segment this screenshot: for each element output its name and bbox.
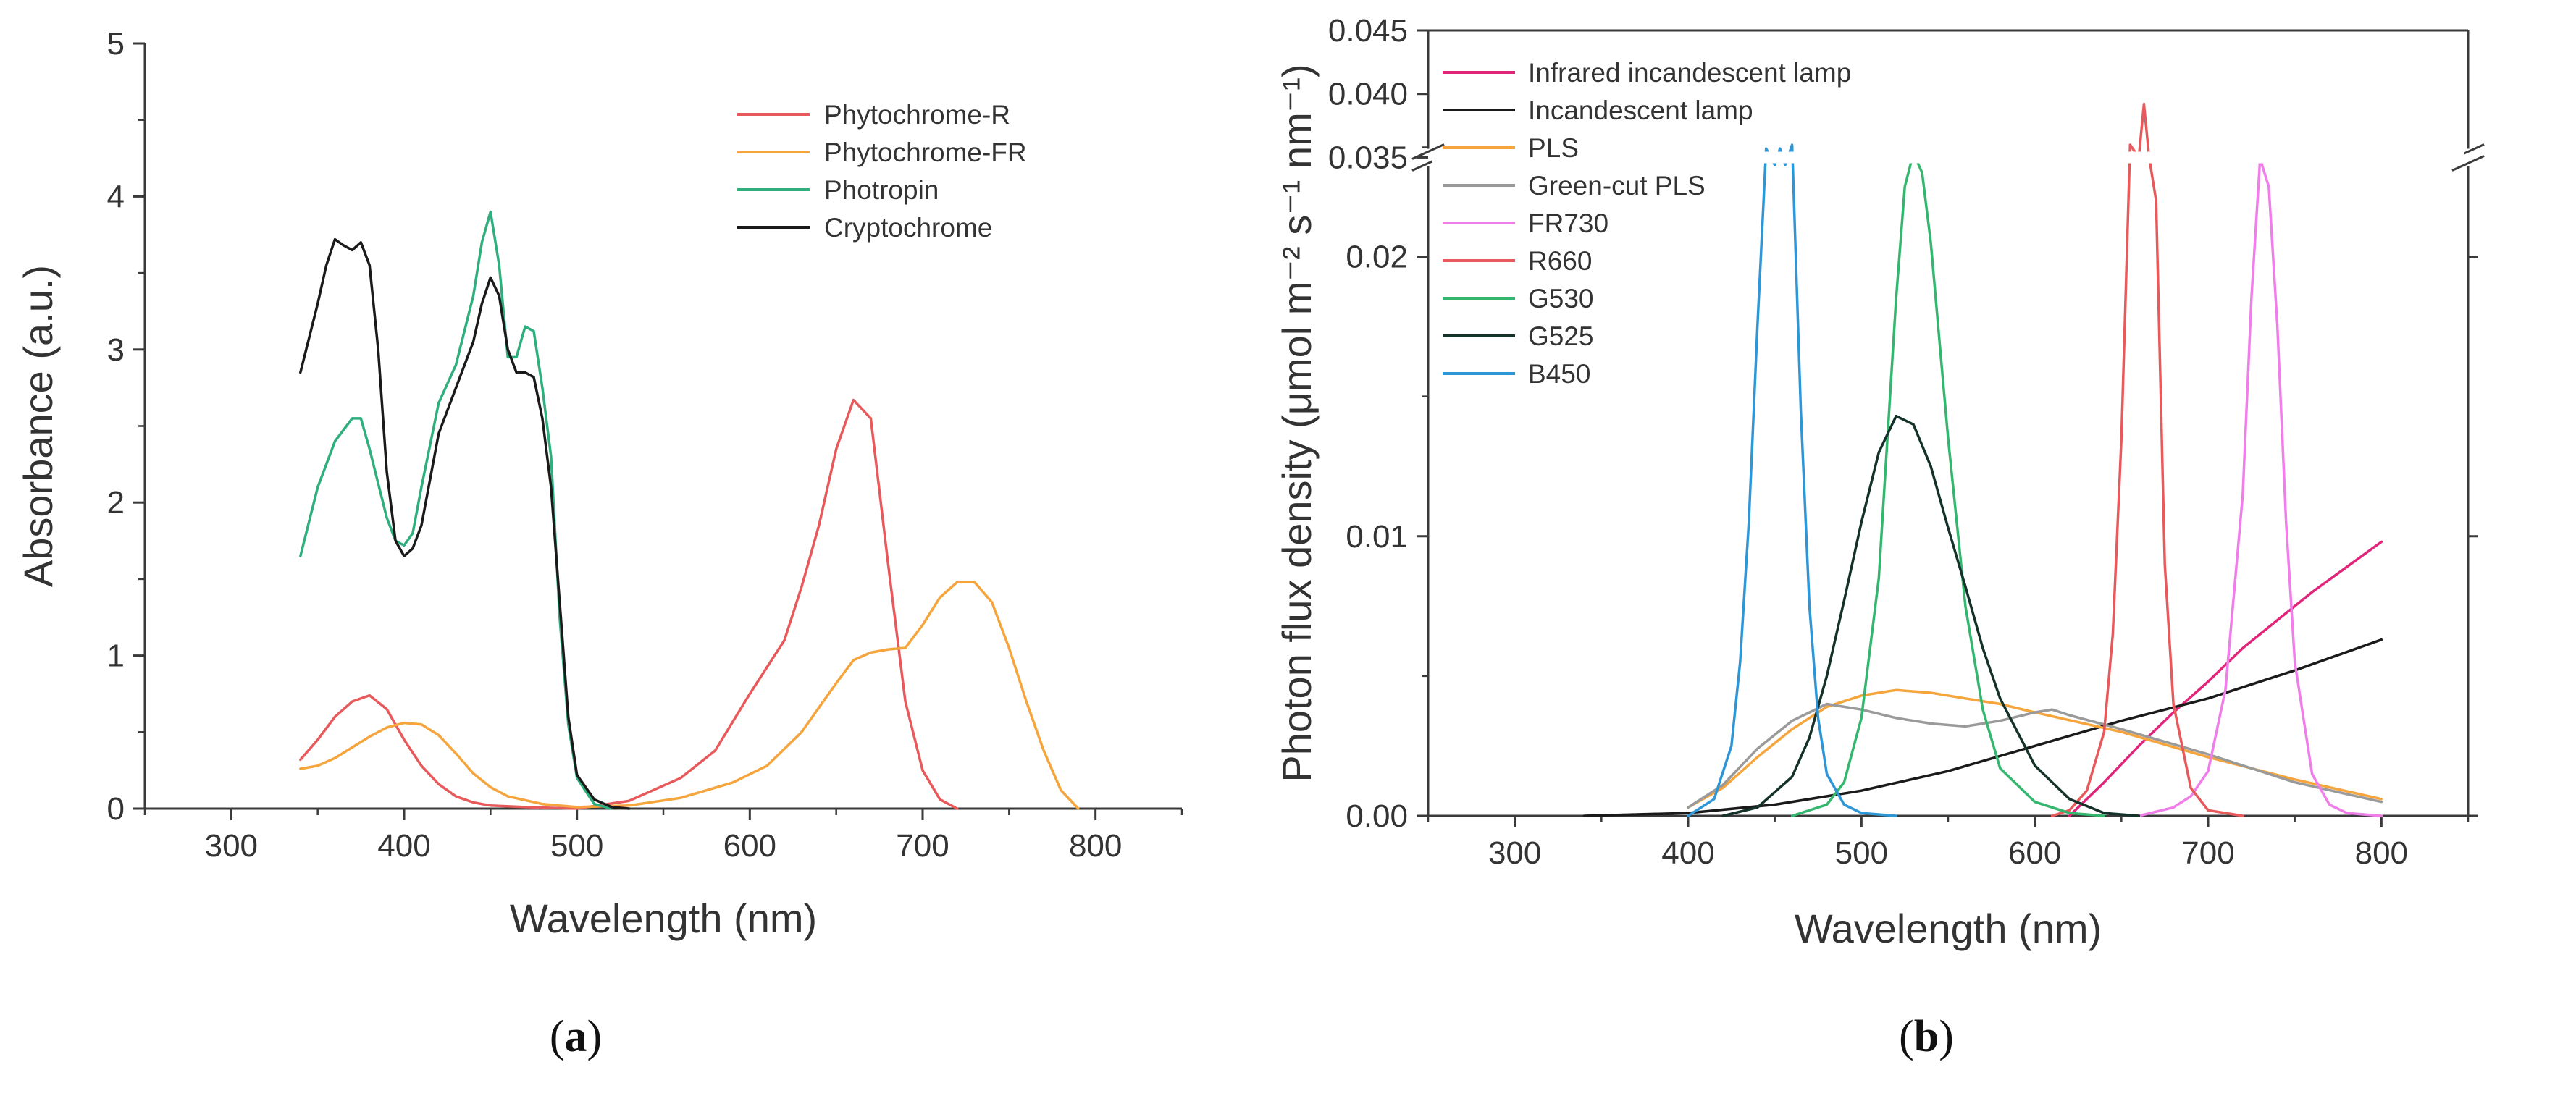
panel-a-label: (a)	[550, 1012, 602, 1061]
x-tick-label-b: 400	[1661, 835, 1714, 871]
legend-label-b-3: Green-cut PLS	[1528, 171, 1706, 201]
legend-label-a-1: Phytochrome-FR	[824, 138, 1027, 167]
panel-a-chart: 0 1 2 3 4 5 300 400 500 600 700 800 Wavelength (nm) A…	[15, 26, 1183, 941]
x-tick-label-a: 300	[205, 828, 258, 864]
y-tick-label-a: 0	[107, 791, 125, 827]
legend-label-b-6: G530	[1528, 284, 1594, 313]
series-line-b-0	[2068, 540, 2383, 817]
y-tick-label-a: 4	[107, 179, 125, 214]
legend-label-b-5: R660	[1528, 246, 1592, 276]
axis-break-mark-b	[2451, 155, 2485, 172]
y-tick-label-a: 1	[107, 638, 125, 674]
plot-break-gap-b	[1432, 151, 2464, 164]
x-axis-title-a: Wavelength (nm)	[510, 895, 817, 941]
series-line-b-4	[2137, 157, 2383, 817]
y-tick-upper-label-b: 0.040	[1328, 77, 1408, 112]
series-line-b-8	[1687, 143, 1897, 817]
series-line-a-3	[299, 237, 631, 810]
legend-label-b-2: PLS	[1528, 133, 1579, 163]
y-axis-title-a: Absorbance (a.u.)	[15, 265, 61, 587]
legend-label-b-1: Incandescent lamp	[1528, 96, 1753, 125]
y-tick-upper-label-b: 0.045	[1328, 13, 1408, 49]
y-tick-label-b: 0.00	[1346, 798, 1408, 834]
legend-label-a-0: Phytochrome-R	[824, 100, 1010, 130]
series-line-a-1	[299, 581, 1080, 810]
series-line-b-6	[1790, 151, 2106, 817]
legend-label-a-3: Cryptochrome	[824, 213, 992, 243]
x-tick-label-a: 600	[723, 828, 776, 864]
legend-label-b-0: Infrared incandescent lamp	[1528, 58, 1851, 88]
series-line-a-2	[299, 210, 613, 810]
x-tick-label-b: 500	[1835, 835, 1888, 871]
legend-label-a-2: Photropin	[824, 175, 939, 205]
series-line-b-1	[1582, 638, 2383, 817]
y-tick-label-a: 5	[107, 26, 125, 62]
x-tick-label-a: 400	[377, 828, 430, 864]
series-line-b-2	[1687, 688, 2383, 809]
series-line-b-3	[1687, 702, 2383, 809]
series-line-a-0	[299, 398, 959, 810]
y-tick-label-a: 2	[107, 485, 125, 520]
y-tick-label-a: 3	[107, 332, 125, 368]
x-tick-label-b: 700	[2181, 835, 2234, 871]
series-line-b-5	[2050, 103, 2244, 817]
y-tick-label-b: 0.01	[1346, 519, 1408, 555]
legend-label-b-8: B450	[1528, 359, 1590, 389]
x-tick-label-b: 300	[1488, 835, 1541, 871]
legend-label-b-4: FR730	[1528, 208, 1608, 238]
x-tick-label-a: 700	[896, 828, 949, 864]
legend-label-b-7: G525	[1528, 321, 1594, 351]
x-axis-title-b: Wavelength (nm)	[1795, 906, 2102, 951]
x-tick-label-b: 800	[2355, 835, 2408, 871]
y-tick-upper-label-b: 0.035	[1328, 140, 1408, 175]
x-tick-label-a: 500	[550, 828, 603, 864]
x-tick-label-a: 800	[1069, 828, 1122, 864]
y-axis-title-b: Photon flux density (μmol m⁻² s⁻¹ nm⁻¹)	[1274, 64, 1320, 782]
panel-b-chart: 0.00 0.01 0.02 0.035 0.040 0.045 300 400 500 600 7…	[1274, 13, 2485, 951]
panel-b-label: (b)	[1899, 1012, 1954, 1061]
x-tick-label-b: 600	[2008, 835, 2061, 871]
series-line-b-7	[1721, 414, 2141, 817]
y-tick-label-b: 0.02	[1346, 240, 1408, 275]
